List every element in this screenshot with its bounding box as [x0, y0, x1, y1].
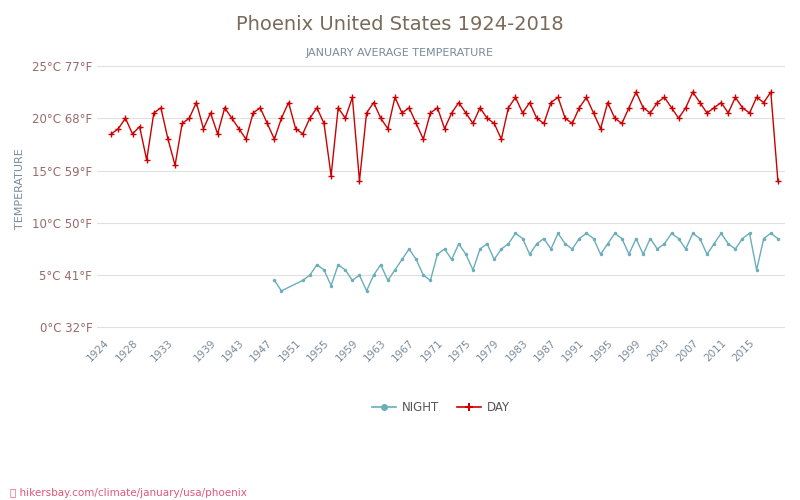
Text: JANUARY AVERAGE TEMPERATURE: JANUARY AVERAGE TEMPERATURE: [306, 48, 494, 58]
Legend: NIGHT, DAY: NIGHT, DAY: [368, 396, 514, 419]
Text: Phoenix United States 1924-2018: Phoenix United States 1924-2018: [236, 15, 564, 34]
Text: 📍 hikersbay.com/climate/january/usa/phoenix: 📍 hikersbay.com/climate/january/usa/phoe…: [10, 488, 246, 498]
Y-axis label: TEMPERATURE: TEMPERATURE: [15, 148, 25, 229]
